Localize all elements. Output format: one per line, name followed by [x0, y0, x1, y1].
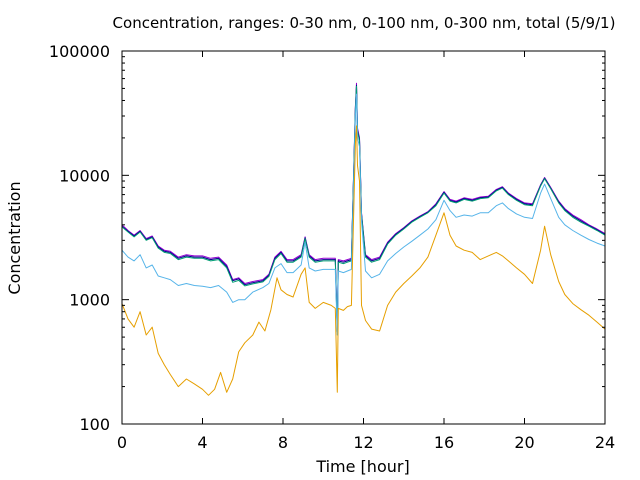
y-tick-label: 100000	[49, 42, 110, 61]
series-layer	[121, 82, 606, 396]
series-line-4	[121, 93, 606, 336]
x-tick-label: 12	[353, 433, 373, 452]
x-tick-label: 4	[197, 433, 207, 452]
x-tick-label: 16	[434, 433, 454, 452]
x-axis-title: Time [hour]	[315, 457, 409, 476]
x-tick-label: 0	[117, 433, 127, 452]
y-tick-label: 1000	[69, 291, 110, 310]
y-axis-title: Concentration	[5, 181, 24, 294]
series-line-5	[121, 125, 606, 396]
series-line-3	[121, 85, 606, 333]
series-line-2	[121, 84, 606, 332]
x-tick-label: 8	[278, 433, 288, 452]
y-tick-label: 100	[79, 415, 110, 434]
y-tick-label: 10000	[59, 166, 110, 185]
series-line-1	[121, 82, 606, 330]
plot-area	[121, 50, 606, 425]
x-tick-label: 24	[595, 433, 615, 452]
x-tick-label: 20	[514, 433, 534, 452]
chart-title: Concentration, ranges: 0-30 nm, 0-100 nm…	[113, 14, 616, 32]
x-axis-ticks: 0 4 8 12 16 20 24	[117, 51, 615, 452]
y-axis-ticks: 100 1000 10000 100000	[49, 42, 605, 434]
